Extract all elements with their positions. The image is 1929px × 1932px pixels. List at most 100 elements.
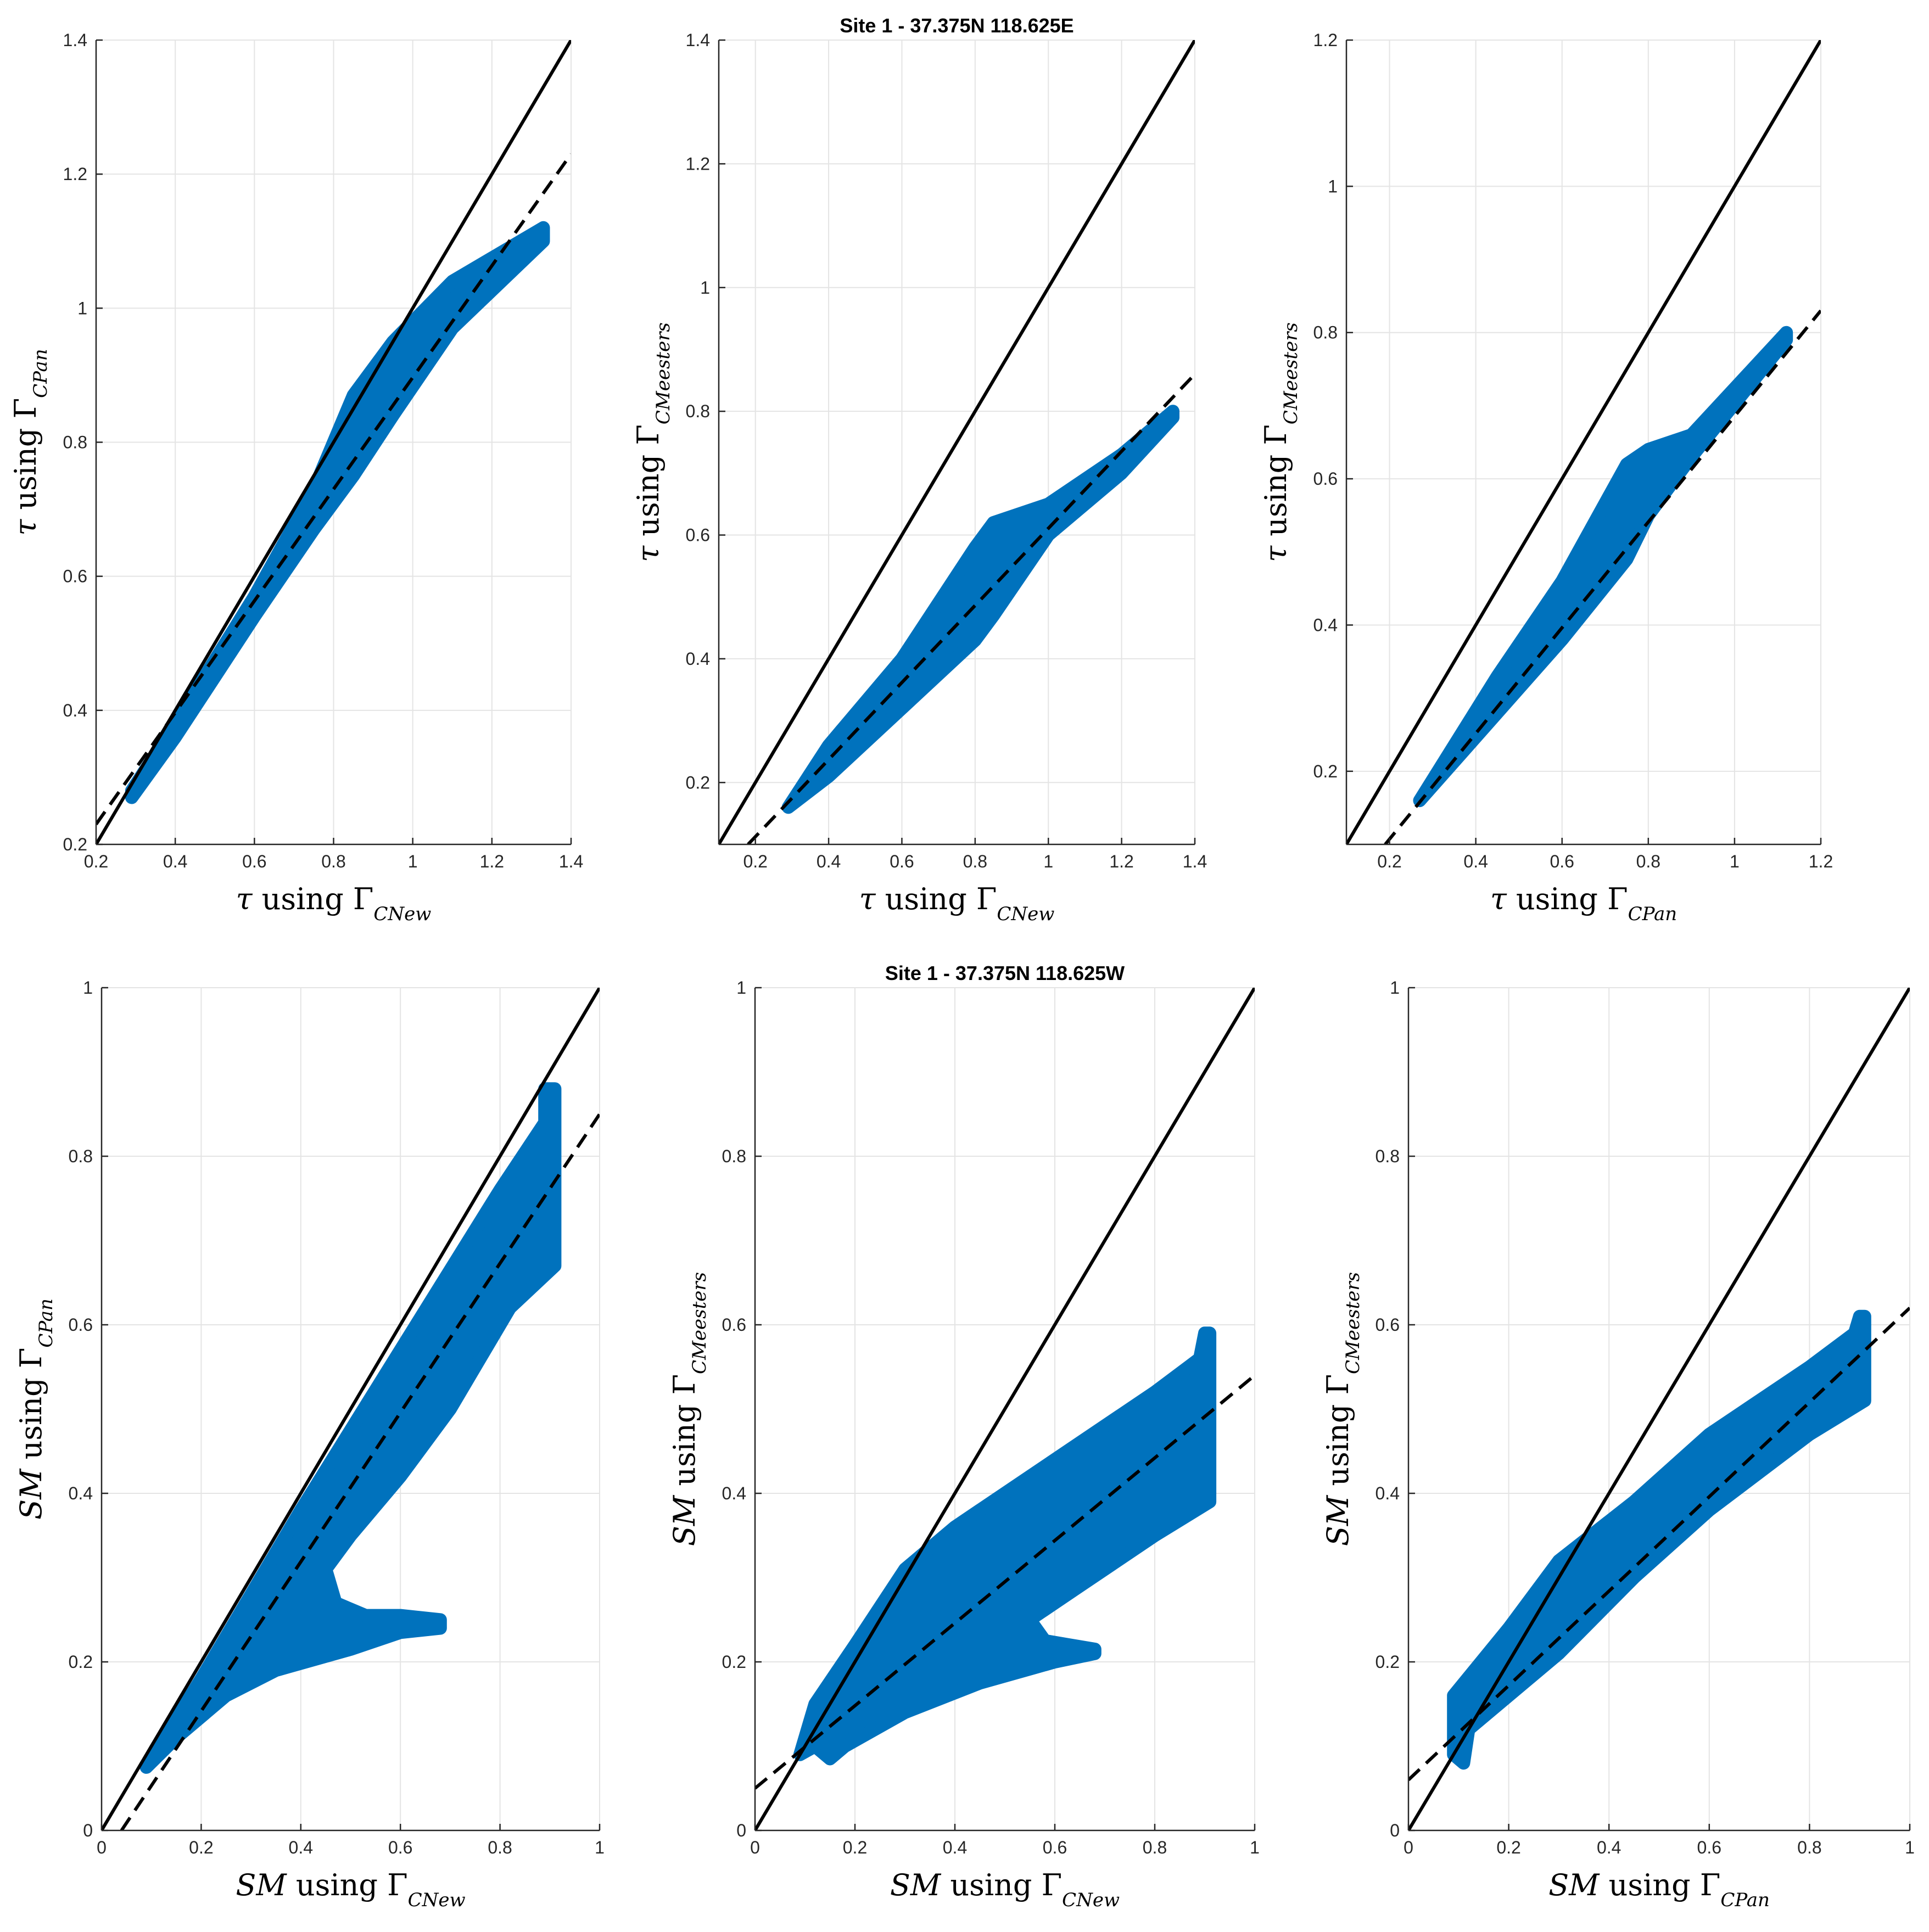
axis-gamma: Γ bbox=[14, 1348, 48, 1368]
axis-var: SM bbox=[236, 1868, 287, 1902]
plot-area bbox=[1346, 40, 1821, 844]
x-tick-label: 0 bbox=[1404, 1838, 1413, 1857]
axis-gamma: Γ bbox=[353, 882, 373, 916]
x-tick-label: 0.6 bbox=[1043, 1838, 1067, 1857]
x-tick-label: 1 bbox=[1043, 852, 1053, 871]
axis-word: using bbox=[631, 445, 666, 546]
y-tick-label: 0.6 bbox=[69, 1315, 93, 1335]
chart-panel-1: 0.2 0.4 0.6 0.8 1 1.2 1.4 0.2 0.4 0.6 0.8 1 1.2 1.4 τ … bbox=[8, 30, 583, 925]
axis-gamma: Γ bbox=[631, 424, 666, 445]
x-tick-label: 0.8 bbox=[488, 1838, 512, 1857]
x-axis-label: τ using ΓCNew bbox=[859, 882, 1055, 925]
x-tick-label: 1 bbox=[408, 852, 418, 871]
x-axis-label: τ using ΓCPan bbox=[1490, 882, 1677, 925]
y-tick-label: 0.4 bbox=[686, 649, 710, 669]
axis-var: SM bbox=[1548, 1868, 1600, 1902]
x-tick-label: 0.4 bbox=[1463, 852, 1488, 871]
axis-gamma: Γ bbox=[1607, 882, 1628, 916]
one-to-one-line bbox=[1346, 40, 1821, 844]
axis-var: SM bbox=[1321, 1494, 1355, 1546]
x-tick-label: 0.8 bbox=[321, 852, 345, 871]
one-to-one-line bbox=[719, 40, 1195, 844]
axis-word: using bbox=[1321, 1395, 1355, 1495]
x-tick-label: 0.2 bbox=[843, 1838, 867, 1857]
y-tick-label: 1.2 bbox=[686, 154, 710, 173]
axis-word: using bbox=[941, 1868, 1041, 1902]
y-tick-label: 0.2 bbox=[722, 1652, 746, 1672]
y-tick-label: 1 bbox=[1390, 978, 1400, 998]
x-axis-label: τ using ΓCNew bbox=[236, 882, 432, 925]
chart-title: Site 1 - 37.375N 118.625W bbox=[885, 962, 1125, 984]
axis-var: τ bbox=[631, 545, 666, 562]
axis-gamma: Γ bbox=[387, 1868, 407, 1902]
axis-var: τ bbox=[1259, 545, 1293, 562]
fit-line bbox=[1408, 1307, 1910, 1782]
y-tick-label: 0.2 bbox=[1313, 761, 1338, 781]
axis-subscript: CMeesters bbox=[652, 322, 674, 424]
y-tick-label: 0 bbox=[1390, 1821, 1400, 1840]
y-tick-label: 0.8 bbox=[1313, 323, 1338, 343]
x-axis-label: SM using ΓCNew bbox=[890, 1868, 1120, 1911]
y-tick-label: 0 bbox=[736, 1821, 746, 1840]
y-tick-label: 0.2 bbox=[686, 772, 710, 792]
axis-var: SM bbox=[667, 1494, 702, 1546]
axis-subscript: CMeesters bbox=[1280, 322, 1302, 424]
x-tick-label: 0.2 bbox=[189, 1838, 213, 1857]
axis-var: τ bbox=[8, 519, 43, 536]
scatter-points bbox=[139, 1082, 562, 1774]
x-tick-label: 0 bbox=[750, 1838, 760, 1857]
x-tick-label: 0.6 bbox=[388, 1838, 412, 1857]
x-tick-label: 0.2 bbox=[1377, 852, 1401, 871]
y-tick-label: 0.2 bbox=[63, 835, 87, 854]
scatter-points bbox=[793, 1326, 1217, 1766]
axis-gamma: Γ bbox=[667, 1374, 702, 1395]
axis-word: using bbox=[287, 1868, 387, 1902]
axis-subscript: CMeesters bbox=[689, 1272, 711, 1374]
axis-word: using bbox=[1259, 445, 1293, 546]
y-tick-label: 0.4 bbox=[69, 1483, 93, 1503]
axis-subscript: CNew bbox=[1062, 1889, 1120, 1911]
axis-gamma: Γ bbox=[1700, 1868, 1720, 1902]
x-tick-label: 1 bbox=[1730, 852, 1740, 871]
y-tick-label: 0.4 bbox=[63, 701, 87, 720]
axis-gamma: Γ bbox=[1042, 1868, 1062, 1902]
y-tick-label: 1.4 bbox=[63, 30, 87, 50]
axis-word: using bbox=[8, 418, 43, 519]
fit-line bbox=[747, 373, 1195, 844]
y-tick-label: 1 bbox=[700, 278, 710, 298]
x-tick-label: 0.2 bbox=[1496, 1838, 1520, 1857]
x-tick-label: 0.4 bbox=[1597, 1838, 1621, 1857]
x-axis-label: SM using ΓCNew bbox=[236, 1868, 465, 1911]
axis-var: τ bbox=[236, 882, 253, 916]
axis-subscript: CPan bbox=[30, 349, 52, 398]
chart-panel-3: 0.2 0.4 0.6 0.8 1 1.2 0.2 0.4 0.6 0.8 1 1.2 τ using … bbox=[1259, 30, 1833, 925]
x-tick-label: 1 bbox=[595, 1838, 605, 1857]
y-axis-label: τ using ΓCPan bbox=[8, 349, 52, 535]
chart-title: Site 1 - 37.375N 118.625E bbox=[840, 14, 1073, 37]
x-tick-label: 0.6 bbox=[1550, 852, 1574, 871]
x-tick-label: 1.4 bbox=[1183, 852, 1207, 871]
x-tick-label: 0.8 bbox=[1143, 1838, 1167, 1857]
y-axis-label: SM using ΓCMeesters bbox=[667, 1272, 711, 1546]
axis-word: using bbox=[14, 1368, 48, 1469]
y-tick-label: 0.8 bbox=[686, 401, 710, 421]
axis-word: using bbox=[1599, 1868, 1699, 1902]
chart-panel-2: 0.2 0.4 0.6 0.8 1 1.2 1.4 0.2 0.4 0.6 0.8 1 1.2 1.4 τ … bbox=[631, 14, 1207, 925]
scatter-points bbox=[1447, 1309, 1871, 1770]
plot-area bbox=[719, 40, 1195, 844]
x-tick-label: 0.6 bbox=[890, 852, 914, 871]
plot-area bbox=[1408, 988, 1910, 1830]
x-tick-label: 0.8 bbox=[963, 852, 987, 871]
y-tick-label: 0.4 bbox=[1313, 615, 1338, 635]
y-tick-label: 0.8 bbox=[722, 1146, 746, 1166]
axis-subscript: CPan bbox=[1628, 903, 1678, 925]
fit-line bbox=[120, 1113, 600, 1830]
one-to-one-line bbox=[96, 40, 571, 844]
y-tick-label: 0.6 bbox=[1313, 469, 1338, 489]
axis-word: using bbox=[875, 882, 976, 916]
x-tick-label: 0.4 bbox=[817, 852, 841, 871]
axis-subscript: CNew bbox=[408, 1889, 466, 1911]
